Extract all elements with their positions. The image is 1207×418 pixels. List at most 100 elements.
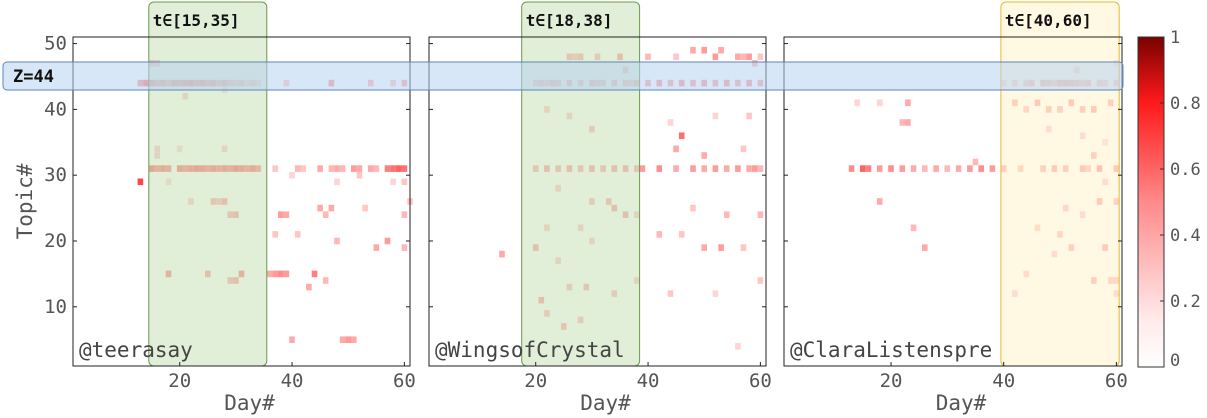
time-window-box <box>521 1 641 367</box>
heatmap-cell <box>278 270 284 278</box>
x-axis-title: Day# <box>936 391 987 415</box>
heatmap-cell <box>362 204 368 212</box>
heatmap-cell <box>955 165 962 172</box>
heatmap-cell <box>396 165 402 172</box>
heatmap-cell <box>645 53 651 61</box>
x-tick-label: 20 <box>524 370 547 392</box>
colorbar-tick-label: 0 <box>1170 351 1180 371</box>
heatmap-cell <box>639 165 646 172</box>
heatmap-cell <box>718 46 724 54</box>
y-tick-label: 10 <box>44 296 67 318</box>
heatmap-cell <box>678 231 685 238</box>
heatmap-cell <box>673 53 679 61</box>
heatmap-cell <box>667 290 674 297</box>
heatmap-cell <box>334 237 340 245</box>
heatmap-cell <box>746 112 752 120</box>
heatmap-cell <box>356 171 363 179</box>
heatmap-cell <box>972 158 979 166</box>
heatmap-cell <box>944 165 951 172</box>
user-label: @ClaraListenspre <box>790 338 992 362</box>
plot-frame <box>783 36 1123 367</box>
heatmap-cell <box>899 165 906 172</box>
heatmap-cell <box>757 277 764 284</box>
user-label: @WingsofCrystal <box>435 338 625 362</box>
heatmap-cell <box>499 250 505 258</box>
x-tick-label: 60 <box>393 370 416 392</box>
time-window-label: t∈[18,38] <box>526 11 613 30</box>
heatmap-cell <box>967 165 973 172</box>
heatmap-cell <box>865 165 872 172</box>
heatmap-cell <box>690 165 696 172</box>
heatmap-cell <box>401 244 408 251</box>
x-tick-label: 60 <box>1105 370 1128 392</box>
heatmap-cell <box>746 53 752 61</box>
heatmap-cell <box>922 244 928 251</box>
x-axis-title: Day# <box>580 391 631 415</box>
topic-highlight-band: Z=44 <box>2 61 1124 91</box>
heatmap-cell <box>757 53 764 61</box>
heatmap-cell <box>339 165 346 172</box>
heatmap-cell <box>690 204 696 212</box>
heatmap-cell <box>334 178 340 186</box>
heatmap-cell <box>860 165 866 172</box>
user-label: @teerasay <box>79 338 193 362</box>
heatmap-cell <box>334 165 340 172</box>
heatmap-cell <box>848 165 855 172</box>
topic-highlight-rect <box>2 61 1124 91</box>
heatmap-cell <box>712 290 719 297</box>
heatmap-cell <box>712 165 719 172</box>
x-tick-label: 40 <box>281 370 304 392</box>
heatmap-cell <box>367 165 374 172</box>
heatmap-cell <box>384 237 391 245</box>
x-tick-label: 40 <box>637 370 660 392</box>
y-tick-label: 50 <box>44 33 67 55</box>
heatmap-cell <box>678 132 685 139</box>
heatmap-cell <box>356 165 363 172</box>
colorbar-gradient <box>1137 36 1165 368</box>
heatmap-cell <box>746 165 752 172</box>
heatmap-cell <box>294 165 301 172</box>
heatmap-cell <box>910 165 917 172</box>
heatmap-cell <box>373 244 380 251</box>
colorbar: 0 0.2 0.4 0.6 0.8 1 <box>1137 28 1201 371</box>
heatmap-cell <box>876 198 883 205</box>
heatmap-cell <box>390 165 396 172</box>
heatmap-cell <box>401 178 408 186</box>
heatmap-cell <box>667 119 674 126</box>
heatmap-cell <box>735 343 741 350</box>
heatmap-cell <box>322 277 329 284</box>
heatmap-cell <box>757 211 764 218</box>
heatmap-cell <box>322 211 329 218</box>
x-tick-label: 20 <box>880 370 903 392</box>
x-tick-label: 20 <box>168 370 191 392</box>
time-window-box <box>1000 1 1120 367</box>
heatmap-cell <box>300 165 307 172</box>
plot-frame <box>72 36 411 367</box>
colorbar-ticks: 0 0.2 0.4 0.6 0.8 1 <box>1160 28 1201 371</box>
heatmap-cell <box>673 165 679 172</box>
heatmap-cell <box>718 244 724 251</box>
heatmap-cell <box>311 270 318 278</box>
heatmap-cell <box>272 231 278 238</box>
heatmap-cell <box>905 119 911 126</box>
y-tick-label: 20 <box>44 230 67 252</box>
heatmap-cell <box>876 165 883 172</box>
heatmap-panel-wingsofcrystal: t∈[18,38] 20 40 60 Day# @WingsofCrystal <box>428 1 772 415</box>
heatmap-cell <box>401 211 408 218</box>
heatmap-cell <box>272 165 278 172</box>
heatmap-cell <box>854 99 860 107</box>
heatmap-cell <box>673 145 679 153</box>
heatmap-cell <box>384 165 391 172</box>
plot-frame <box>428 36 767 367</box>
heatmap-cell <box>701 152 707 159</box>
colorbar-tick-label: 1 <box>1170 28 1180 48</box>
time-window-label: t∈[15,35] <box>153 11 240 30</box>
heatmap-cell <box>656 231 663 238</box>
heatmap-cell <box>656 165 663 172</box>
heatmap-cell <box>701 46 707 54</box>
heatmap-cell <box>899 119 906 126</box>
heatmap-cell <box>978 165 984 172</box>
heatmap-cell <box>266 270 273 278</box>
colorbar-tick-label: 0.4 <box>1170 226 1201 246</box>
